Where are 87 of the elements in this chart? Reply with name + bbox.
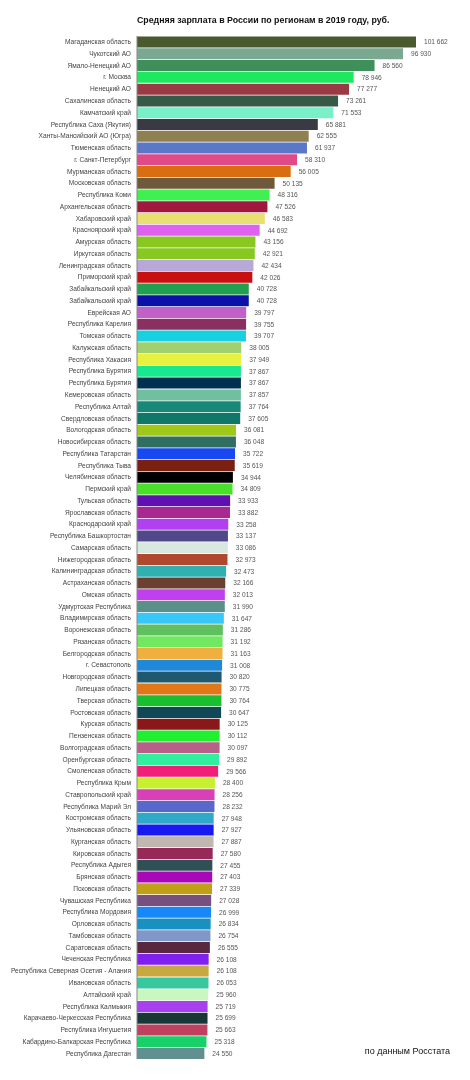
bar bbox=[137, 848, 213, 860]
bar bbox=[137, 942, 210, 954]
bar bbox=[137, 177, 275, 189]
bar bbox=[137, 483, 233, 495]
annotation: по данным Росстата bbox=[364, 1046, 450, 1056]
bar bbox=[137, 695, 222, 707]
bar bbox=[137, 683, 222, 695]
bar bbox=[137, 601, 225, 613]
bar bbox=[137, 895, 212, 907]
bar bbox=[137, 542, 228, 554]
bar bbox=[137, 107, 334, 119]
bar bbox=[137, 906, 212, 918]
bar bbox=[137, 189, 270, 201]
bar bbox=[137, 506, 230, 518]
bar bbox=[137, 354, 242, 366]
bar bbox=[137, 36, 416, 48]
bar bbox=[137, 789, 215, 801]
bar bbox=[137, 589, 225, 601]
bar bbox=[137, 307, 247, 319]
bar bbox=[137, 154, 298, 166]
bar bbox=[137, 706, 222, 718]
bar bbox=[137, 624, 223, 636]
bar bbox=[137, 753, 220, 765]
bar bbox=[137, 777, 215, 789]
bar bbox=[137, 836, 214, 848]
bar bbox=[137, 730, 220, 742]
bar bbox=[137, 118, 318, 130]
bar bbox=[137, 883, 213, 895]
bar bbox=[137, 800, 215, 812]
bar bbox=[137, 518, 229, 530]
bar bbox=[137, 212, 265, 224]
bar bbox=[137, 471, 233, 483]
bar bbox=[137, 824, 214, 836]
bar bbox=[137, 930, 211, 942]
bar bbox=[137, 565, 227, 577]
bar bbox=[137, 424, 237, 436]
bar bbox=[137, 1024, 208, 1036]
bar bbox=[137, 636, 223, 648]
bar bbox=[137, 648, 223, 660]
bar bbox=[137, 1047, 205, 1059]
bar bbox=[137, 765, 219, 777]
bar bbox=[137, 260, 254, 272]
bar bbox=[137, 165, 291, 177]
bar bbox=[137, 389, 241, 401]
bar bbox=[137, 953, 209, 965]
bar bbox=[137, 671, 222, 683]
bar bbox=[137, 330, 246, 342]
bar bbox=[137, 554, 228, 566]
bar bbox=[137, 448, 236, 460]
bar bbox=[137, 60, 375, 72]
bar bbox=[137, 224, 260, 236]
bar bbox=[137, 859, 213, 871]
bar bbox=[137, 342, 242, 354]
bar bbox=[137, 918, 211, 930]
bar bbox=[137, 742, 220, 754]
bar bbox=[137, 871, 213, 883]
bar bbox=[137, 977, 209, 989]
bar bbox=[137, 142, 307, 154]
bar bbox=[137, 577, 226, 589]
bar bbox=[137, 318, 247, 330]
bar bbox=[137, 530, 228, 542]
bar bbox=[137, 1012, 208, 1024]
bar bbox=[137, 1000, 208, 1012]
bar bbox=[137, 401, 241, 413]
bar bbox=[137, 283, 249, 295]
bar bbox=[137, 95, 339, 107]
bar bbox=[137, 71, 354, 83]
bar bbox=[137, 412, 241, 424]
bar bbox=[137, 201, 268, 213]
chart-title: Средняя зарплата в России по регионам в 2019 году, руб. bbox=[137, 15, 390, 25]
bar bbox=[137, 495, 231, 507]
bar bbox=[137, 130, 309, 142]
bar bbox=[137, 48, 404, 60]
bar bbox=[137, 812, 214, 824]
bar bbox=[137, 295, 249, 307]
bar bbox=[137, 1036, 207, 1048]
bar bbox=[137, 659, 223, 671]
bar bbox=[137, 365, 241, 377]
bar bbox=[137, 271, 253, 283]
bar bbox=[137, 612, 224, 624]
bar bbox=[137, 83, 350, 95]
bar bbox=[137, 436, 236, 448]
bar bbox=[137, 965, 209, 977]
bar bbox=[137, 989, 209, 1001]
bar bbox=[137, 377, 241, 389]
bar bbox=[137, 459, 235, 471]
bar bbox=[137, 718, 220, 730]
